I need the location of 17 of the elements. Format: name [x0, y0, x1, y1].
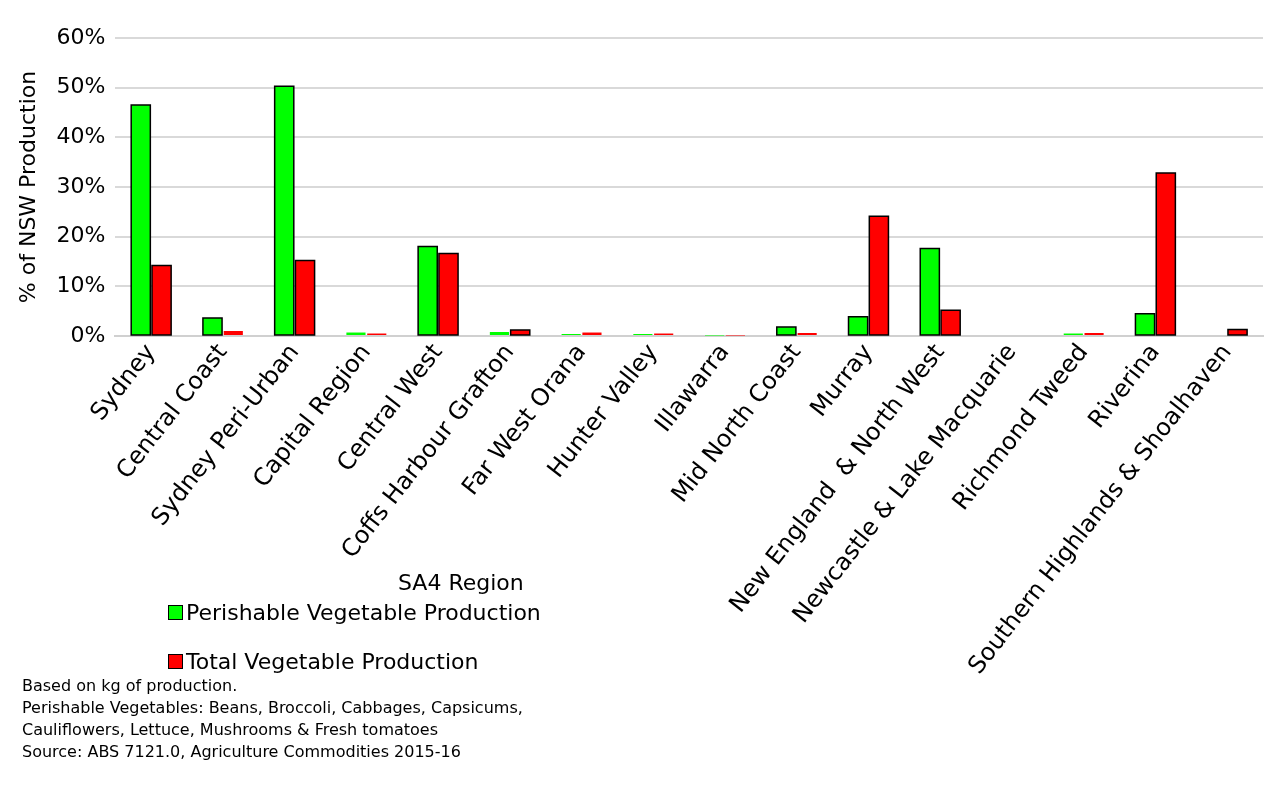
text: Cauliflowers, Lettuce, Mushrooms & Fresh tomatoes	[22, 719, 440, 741]
y-axis-title: % of NSW Production	[14, 70, 40, 304]
x-axis-title: SA4 Region	[398, 570, 524, 595]
y-tick-label: 10%	[56, 272, 106, 298]
text: Based on kg of production.	[22, 675, 239, 697]
y-tick-label: 20%	[56, 222, 106, 248]
bar	[489, 332, 509, 335]
text: Perishable Vegetables: Beans, Broccoli, Cabbages, Capsicums,	[22, 697, 523, 719]
y-tick-label: 30%	[56, 172, 106, 198]
bar	[223, 331, 243, 335]
y-tick-label: 0%	[70, 321, 106, 347]
y-tick-label: 40%	[56, 123, 106, 149]
y-tick-label: 50%	[56, 73, 106, 99]
y-tick-label: 60%	[56, 23, 106, 49]
source-note: Source: ABS 7121.0, Agriculture Commodities 2015-16	[22, 741, 462, 763]
legend-label: Perishable Vegetable Production	[186, 600, 541, 625]
legend-label: Total Vegetable Production	[186, 649, 479, 674]
